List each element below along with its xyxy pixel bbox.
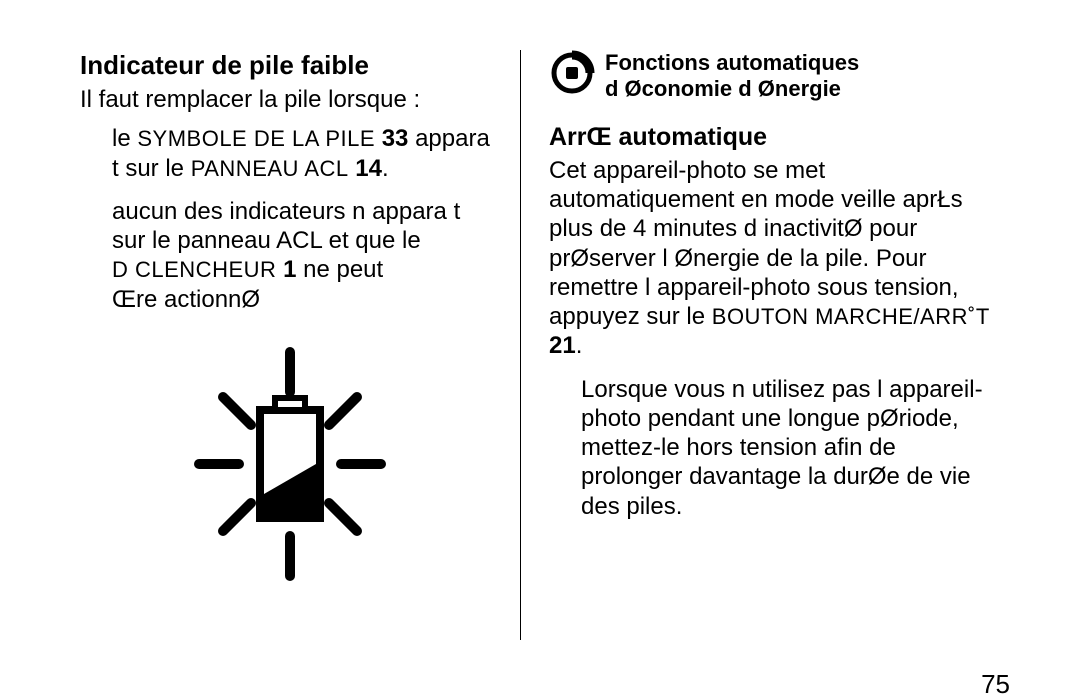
ref-number: 21 xyxy=(549,332,576,359)
bullet-1: le SYMBOLE DE LA PILE 33 appara t sur le… xyxy=(112,124,500,183)
low-battery-icon xyxy=(175,344,405,584)
text-smallcaps: PANNEAU ACL xyxy=(191,156,349,181)
bullet-1-text: le SYMBOLE DE LA PILE 33 appara t sur le… xyxy=(112,124,500,183)
text: . xyxy=(576,332,583,359)
left-heading: Indicateur de pile faible xyxy=(80,50,500,81)
page-number: 75 xyxy=(981,669,1010,700)
text-smallcaps: D CLENCHEUR xyxy=(112,257,276,282)
text: ne peut xyxy=(303,256,383,283)
manual-page: Indicateur de pile faible Il faut rempla… xyxy=(0,0,1080,640)
bullet-2-line3: Œre actionnØ xyxy=(112,285,500,314)
ref-number: 1 xyxy=(276,256,303,283)
ref-number: 33 xyxy=(375,125,415,152)
text: le xyxy=(112,125,137,152)
bullet-2-line1: aucun des indicateurs n appara t sur le … xyxy=(112,197,500,256)
right-tip: Lorsque vous n utilisez pas l appareil-p… xyxy=(581,375,990,521)
bullet-2-line2: D CLENCHEUR 1 ne peut xyxy=(112,255,500,284)
power-save-icon xyxy=(549,50,595,101)
left-column: Indicateur de pile faible Il faut rempla… xyxy=(80,50,520,640)
battery-illustration xyxy=(80,344,500,584)
text: d Øconomie d Ønergie xyxy=(605,76,859,102)
right-paragraph: Cet appareil-photo se met automatiquemen… xyxy=(549,156,990,361)
text: Fonctions automatiques xyxy=(605,50,859,76)
bullet-2: aucun des indicateurs n appara t sur le … xyxy=(112,197,500,314)
section-icon-row: Fonctions automatiques d Øconomie d Øner… xyxy=(549,50,990,103)
section-icon-label: Fonctions automatiques d Øconomie d Øner… xyxy=(605,50,859,103)
page-footer: 75 xyxy=(0,640,1080,694)
left-intro: Il faut remplacer la pile lorsque : xyxy=(80,85,500,114)
text-smallcaps: SYMBOLE DE LA PILE xyxy=(137,126,375,151)
right-heading: ArrŒ automatique xyxy=(549,123,990,152)
text: . xyxy=(382,155,389,182)
right-column: Fonctions automatiques d Øconomie d Øner… xyxy=(520,50,990,640)
ref-number: 14 xyxy=(349,155,382,182)
text-smallcaps: BOUTON MARCHE/ARR˚T xyxy=(712,304,990,329)
